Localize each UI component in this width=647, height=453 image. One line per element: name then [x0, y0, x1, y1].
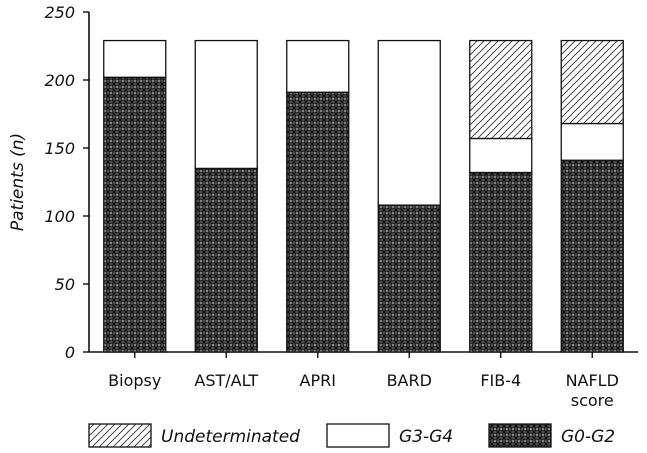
- y-tick-label: 100: [44, 207, 75, 226]
- bar-segment-g0-g2-ast-alt: [194, 167, 258, 353]
- y-tick-label: 150: [44, 139, 75, 158]
- x-tick-label: AST/ALT: [194, 371, 258, 390]
- bar-segment-g3-g4-biopsy: [103, 39, 167, 78]
- bar-segment-g3-g4-apri: [286, 39, 350, 93]
- bar-segment-g0-g2-bard: [377, 204, 441, 353]
- bar-segment-undeterminated-fib-4: [469, 39, 533, 140]
- legend-label-g0-g2: G0-G2: [561, 427, 615, 447]
- x-tick-label: Biopsy: [108, 371, 161, 390]
- legend-swatch-g3-g4: [326, 423, 390, 448]
- bar-segment-g0-g2-biopsy: [103, 76, 167, 353]
- x-tick-label: APRI: [300, 371, 336, 390]
- x-tick-label: FIB-4: [480, 371, 521, 390]
- bar-segment-g0-g2-nafld-score: [560, 159, 624, 353]
- bar-segment-g3-g4-nafld-score: [560, 122, 624, 161]
- bar-segment-g0-g2-fib-4: [469, 171, 533, 353]
- legend-label-g3-g4: G3-G4: [399, 427, 453, 447]
- legend-swatch-undeterminated: [88, 423, 152, 448]
- y-tick-label: 200: [44, 71, 75, 90]
- bar-segment-undeterminated-nafld-score: [560, 39, 624, 125]
- legend-label-undeterminated: Undeterminated: [161, 427, 300, 447]
- legend-swatch-g0-g2: [488, 423, 552, 448]
- x-tick-label: score: [571, 391, 614, 410]
- y-tick-label: 50: [55, 275, 75, 294]
- bar-segment-g3-g4-ast-alt: [194, 39, 258, 170]
- x-tick-label: BARD: [387, 371, 432, 390]
- bar-segment-g0-g2-apri: [286, 91, 350, 353]
- x-tick-label: NAFLD: [566, 371, 619, 390]
- bar-segment-g3-g4-bard: [377, 39, 441, 206]
- y-tick-label: 250: [44, 3, 75, 22]
- y-tick-label: 0: [65, 343, 75, 362]
- bar-segment-g3-g4-fib-4: [469, 137, 533, 174]
- y-axis-label: Patients (n): [8, 133, 28, 231]
